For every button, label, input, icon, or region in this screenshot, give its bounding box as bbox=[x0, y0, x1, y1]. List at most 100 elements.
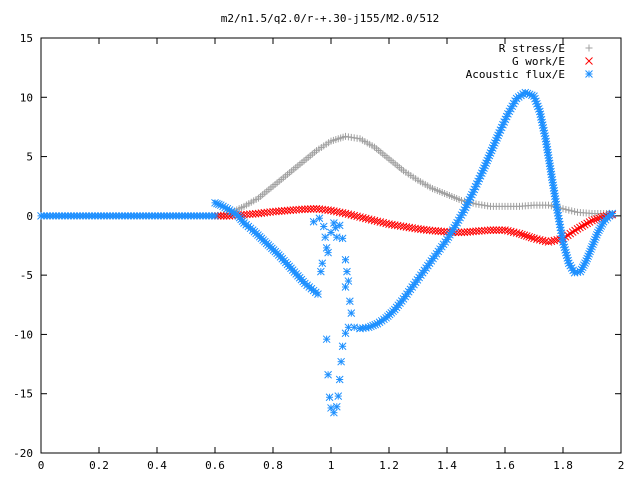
y-tick-label: -15 bbox=[13, 388, 33, 401]
data-point bbox=[315, 214, 324, 223]
series-2 bbox=[37, 88, 617, 417]
data-point bbox=[211, 212, 219, 220]
legend-marker bbox=[585, 44, 593, 52]
data-point bbox=[379, 218, 388, 227]
x-tick-label: 0.4 bbox=[147, 459, 167, 472]
data-point bbox=[515, 229, 524, 238]
data-point bbox=[440, 227, 448, 236]
data-point bbox=[568, 207, 576, 215]
data-point bbox=[501, 226, 509, 234]
data-point bbox=[322, 244, 331, 252]
data-point bbox=[344, 210, 353, 219]
data-point bbox=[321, 233, 330, 242]
data-point bbox=[367, 216, 376, 224]
data-point bbox=[489, 226, 498, 234]
data-point bbox=[590, 215, 599, 224]
data-point bbox=[573, 225, 582, 233]
data-point bbox=[525, 232, 534, 241]
data-point bbox=[376, 218, 385, 226]
data-point bbox=[504, 226, 512, 235]
data-point bbox=[359, 213, 367, 222]
data-point bbox=[506, 227, 515, 236]
data-point bbox=[335, 375, 344, 384]
data-point bbox=[314, 290, 322, 298]
data-point bbox=[353, 212, 361, 221]
y-tick-label: -10 bbox=[13, 328, 33, 341]
data-point bbox=[457, 211, 466, 219]
data-point bbox=[588, 216, 596, 225]
data-point bbox=[364, 215, 373, 224]
data-point bbox=[518, 230, 526, 239]
y-tick-label: 10 bbox=[20, 91, 33, 104]
data-point bbox=[332, 402, 341, 411]
data-point bbox=[492, 226, 501, 234]
data-point bbox=[571, 208, 579, 216]
data-point bbox=[347, 309, 356, 317]
data-point bbox=[343, 267, 351, 276]
data-point bbox=[341, 255, 350, 264]
data-point bbox=[576, 223, 584, 232]
x-tick-label: 1.8 bbox=[553, 459, 573, 472]
data-point bbox=[509, 228, 518, 237]
data-point bbox=[530, 234, 538, 243]
y-tick-label: 15 bbox=[20, 32, 33, 45]
data-point bbox=[469, 199, 477, 207]
data-point bbox=[298, 205, 306, 214]
data-point bbox=[341, 283, 350, 291]
x-tick-label: 1.6 bbox=[495, 459, 515, 472]
data-point bbox=[325, 393, 334, 402]
data-point bbox=[345, 297, 354, 306]
data-point bbox=[608, 209, 617, 218]
chart-title: m2/n1.5/q2.0/r-+.30-j155/M2.0/512 bbox=[221, 12, 440, 25]
data-point bbox=[373, 217, 382, 226]
data-point bbox=[562, 205, 570, 213]
data-point bbox=[322, 335, 331, 344]
legend-marker bbox=[585, 57, 593, 65]
y-tick-label: -20 bbox=[13, 447, 33, 460]
data-point bbox=[338, 342, 347, 351]
data-point bbox=[319, 222, 328, 231]
legend-label: Acoustic flux/E bbox=[466, 68, 565, 81]
data-point bbox=[578, 222, 587, 230]
data-point bbox=[527, 233, 536, 242]
data-point bbox=[361, 214, 370, 223]
data-point bbox=[335, 221, 344, 230]
data-point bbox=[338, 209, 347, 217]
data-point bbox=[334, 392, 343, 400]
data-point bbox=[332, 233, 341, 242]
data-point bbox=[559, 205, 567, 213]
data-point bbox=[470, 185, 479, 194]
data-point bbox=[595, 214, 604, 223]
data-point bbox=[324, 248, 332, 257]
data-point bbox=[301, 205, 309, 214]
x-tick-label: 1.2 bbox=[379, 459, 399, 472]
data-point bbox=[448, 226, 457, 234]
data-point bbox=[535, 235, 544, 244]
data-point bbox=[550, 236, 559, 245]
data-point bbox=[219, 212, 228, 220]
data-point bbox=[306, 205, 315, 213]
data-point bbox=[547, 202, 555, 210]
data-point bbox=[538, 236, 547, 245]
data-point bbox=[544, 238, 553, 246]
legend-label: R stress/E bbox=[499, 42, 565, 55]
x-tick-label: 0.6 bbox=[205, 459, 225, 472]
data-point bbox=[370, 216, 379, 225]
data-point bbox=[580, 220, 589, 229]
data-point bbox=[512, 229, 521, 237]
legend-label: G work/E bbox=[512, 55, 565, 68]
data-point bbox=[216, 212, 225, 220]
x-tick-label: 0.8 bbox=[263, 459, 283, 472]
data-point bbox=[338, 234, 347, 243]
data-point bbox=[568, 228, 577, 236]
data-point bbox=[545, 201, 552, 209]
ticks-layer: 0 0.2 0.4 0.6 0.8 1 1.2 1.4 1.6 1.8 2 -20 -15 -10 -5 0 5… bbox=[13, 32, 624, 472]
data-point bbox=[337, 357, 346, 366]
data-point bbox=[533, 235, 541, 243]
data-point bbox=[541, 237, 550, 246]
data-point bbox=[347, 211, 356, 219]
data-point bbox=[295, 205, 303, 214]
